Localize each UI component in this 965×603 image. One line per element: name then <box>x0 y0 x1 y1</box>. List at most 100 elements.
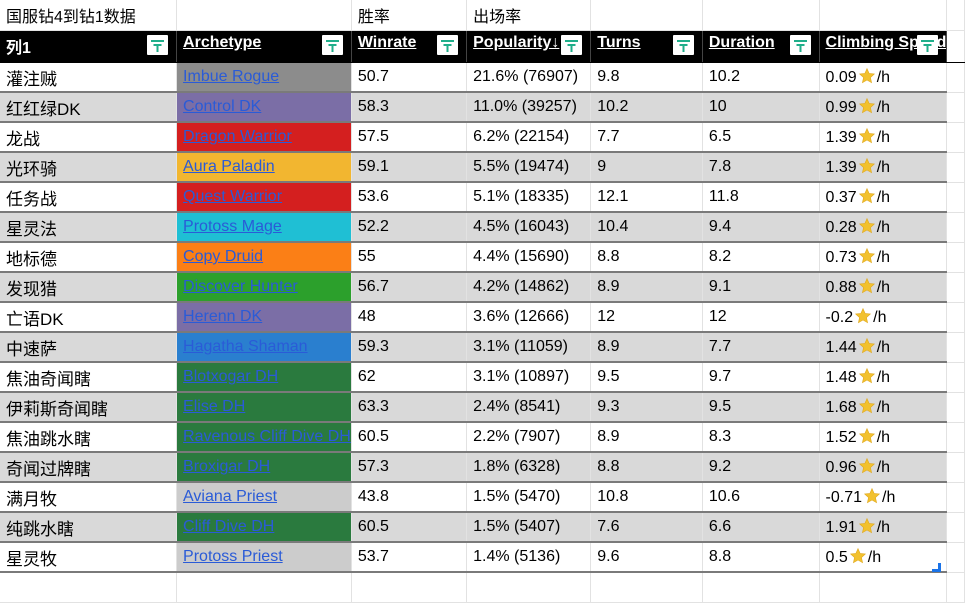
popularity-cell[interactable]: 1.5% (5407) <box>466 512 592 543</box>
popularity-cell[interactable]: 4.2% (14862) <box>466 272 592 303</box>
winrate-cell[interactable]: 60.5 <box>351 422 468 453</box>
archetype-cell[interactable]: Hagatha Shaman <box>176 332 352 363</box>
deck-name-cell[interactable]: 光环骑 <box>0 152 178 183</box>
column-header-duration[interactable]: Duration <box>702 30 820 63</box>
popularity-cell[interactable]: 2.2% (7907) <box>466 422 592 453</box>
empty-cell[interactable] <box>176 0 352 31</box>
deck-name-cell[interactable]: 龙战 <box>0 122 178 153</box>
popularity-cell[interactable]: 2.4% (8541) <box>466 392 592 423</box>
selection-fill-handle[interactable] <box>932 563 941 572</box>
empty-cell[interactable] <box>946 482 965 513</box>
empty-cell[interactable] <box>946 392 965 423</box>
deck-name-cell[interactable]: 地标德 <box>0 242 178 273</box>
deck-name-cell[interactable]: 纯跳水瞎 <box>0 512 178 543</box>
archetype-link[interactable]: Protoss Priest <box>183 548 283 565</box>
deck-name-cell[interactable]: 灌注贼 <box>0 62 178 93</box>
empty-cell[interactable] <box>946 62 965 93</box>
turns-cell[interactable]: 9.3 <box>590 392 703 423</box>
turns-cell[interactable]: 9.8 <box>590 62 703 93</box>
winrate-cell[interactable]: 43.8 <box>351 482 468 513</box>
turns-cell[interactable]: 8.8 <box>590 452 703 483</box>
empty-cell[interactable] <box>946 152 965 183</box>
archetype-cell[interactable]: Imbue Rogue <box>176 62 352 93</box>
archetype-link[interactable]: Aura Paladin <box>183 158 275 175</box>
turns-cell[interactable]: 10.4 <box>590 212 703 243</box>
column-header-popularity[interactable]: Popularity↓ <box>466 30 592 63</box>
archetype-link[interactable]: Blotxogar DH <box>183 368 279 385</box>
empty-cell[interactable] <box>819 0 948 31</box>
empty-cell[interactable] <box>946 242 965 273</box>
climbing-speed-cell[interactable]: 1.52/h <box>819 422 948 453</box>
filter-icon[interactable] <box>672 35 694 55</box>
empty-cell[interactable] <box>351 572 468 603</box>
filter-icon[interactable] <box>147 35 169 55</box>
column-header-name[interactable]: 列1 <box>0 30 178 63</box>
archetype-cell[interactable]: Protoss Mage <box>176 212 352 243</box>
archetype-cell[interactable]: Elise DH <box>176 392 352 423</box>
sheet-title[interactable]: 国服钻4到钻1数据 <box>0 0 178 31</box>
climbing-speed-cell[interactable]: 1.39/h <box>819 122 948 153</box>
filter-icon[interactable] <box>917 35 939 55</box>
archetype-link[interactable]: Discover Hunter <box>183 278 298 295</box>
winrate-cell[interactable]: 55 <box>351 242 468 273</box>
winrate-cell[interactable]: 53.7 <box>351 542 468 573</box>
empty-cell[interactable] <box>466 572 592 603</box>
climbing-speed-cell[interactable]: -0.71/h <box>819 482 948 513</box>
deck-name-cell[interactable]: 焦油跳水瞎 <box>0 422 178 453</box>
deck-name-cell[interactable]: 满月牧 <box>0 482 178 513</box>
winrate-cell[interactable]: 52.2 <box>351 212 468 243</box>
popularity-cell[interactable]: 6.2% (22154) <box>466 122 592 153</box>
empty-cell[interactable] <box>946 542 965 573</box>
winrate-cell[interactable]: 59.1 <box>351 152 468 183</box>
archetype-link[interactable]: Imbue Rogue <box>183 68 280 85</box>
archetype-cell[interactable]: Discover Hunter <box>176 272 352 303</box>
archetype-link[interactable]: Control DK <box>183 98 262 115</box>
archetype-link[interactable]: Elise DH <box>183 398 246 415</box>
turns-cell[interactable]: 7.6 <box>590 512 703 543</box>
climbing-speed-cell[interactable]: 0.09/h <box>819 62 948 93</box>
archetype-link[interactable]: Aviana Priest <box>183 488 278 505</box>
winrate-cell[interactable]: 62 <box>351 362 468 393</box>
climbing-speed-cell[interactable]: -0.2/h <box>819 302 948 333</box>
filter-icon[interactable] <box>561 35 583 55</box>
deck-name-cell[interactable]: 红红绿DK <box>0 92 178 123</box>
duration-cell[interactable]: 9.2 <box>702 452 820 483</box>
archetype-link[interactable]: Cliff Dive DH <box>183 518 275 535</box>
archetype-cell[interactable]: Protoss Priest <box>176 542 352 573</box>
winrate-cell[interactable]: 58.3 <box>351 92 468 123</box>
empty-cell[interactable] <box>702 572 820 603</box>
archetype-cell[interactable]: Aviana Priest <box>176 482 352 513</box>
deck-name-cell[interactable]: 奇闻过牌瞎 <box>0 452 178 483</box>
deck-name-cell[interactable]: 亡语DK <box>0 302 178 333</box>
winrate-cell[interactable]: 56.7 <box>351 272 468 303</box>
duration-cell[interactable]: 11.8 <box>702 182 820 213</box>
archetype-cell[interactable]: Ravenous Cliff Dive DH <box>176 422 352 453</box>
column-header-turns[interactable]: Turns <box>590 30 703 63</box>
duration-cell[interactable]: 12 <box>702 302 820 333</box>
column-header-winrate[interactable]: Winrate <box>351 30 468 63</box>
archetype-link[interactable]: Dragon Warrior <box>183 128 292 145</box>
archetype-link[interactable]: Herenn DK <box>183 308 263 325</box>
duration-cell[interactable]: 9.4 <box>702 212 820 243</box>
column-header-climbing[interactable]: Climbing Speed <box>819 30 948 63</box>
empty-cell[interactable] <box>946 512 965 543</box>
archetype-cell[interactable]: Copy Druid <box>176 242 352 273</box>
empty-cell[interactable] <box>946 0 965 31</box>
duration-cell[interactable]: 10 <box>702 92 820 123</box>
turns-cell[interactable]: 8.9 <box>590 422 703 453</box>
popularity-cell[interactable]: 1.5% (5470) <box>466 482 592 513</box>
empty-cell[interactable] <box>946 302 965 333</box>
duration-cell[interactable]: 9.5 <box>702 392 820 423</box>
subheader-winrate[interactable]: 胜率 <box>351 0 468 31</box>
turns-cell[interactable]: 7.7 <box>590 122 703 153</box>
popularity-cell[interactable]: 3.6% (12666) <box>466 302 592 333</box>
climbing-speed-cell[interactable]: 1.48/h <box>819 362 948 393</box>
turns-cell[interactable]: 12.1 <box>590 182 703 213</box>
winrate-cell[interactable]: 57.3 <box>351 452 468 483</box>
empty-cell[interactable] <box>946 122 965 153</box>
empty-cell[interactable] <box>946 212 965 243</box>
turns-cell[interactable]: 8.9 <box>590 272 703 303</box>
climbing-speed-cell[interactable]: 0.96/h <box>819 452 948 483</box>
turns-cell[interactable]: 8.9 <box>590 332 703 363</box>
deck-name-cell[interactable]: 发现猎 <box>0 272 178 303</box>
